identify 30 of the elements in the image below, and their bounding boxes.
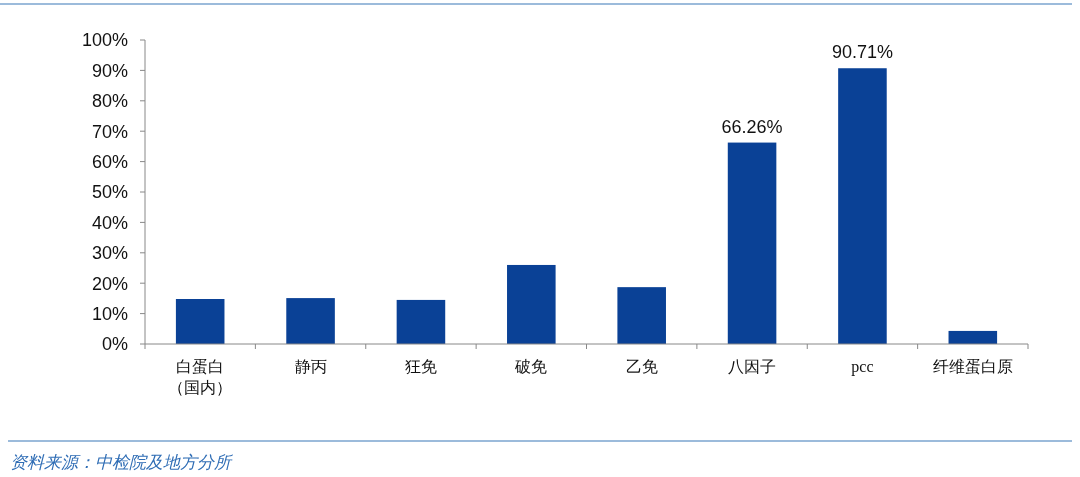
bar [838, 68, 887, 344]
bar [286, 298, 335, 344]
y-tick-label: 20% [91, 273, 128, 294]
x-tick-label: 静丙 [294, 358, 327, 375]
y-tick-label: 30% [91, 243, 128, 264]
y-tick-label: 100% [81, 30, 128, 51]
bar [948, 330, 998, 344]
x-tick-label: 纤维蛋白原 [932, 358, 1013, 375]
y-tick-label: 10% [91, 303, 128, 324]
x-tick-label: 八因子 [728, 358, 777, 375]
y-tick-label: 70% [91, 121, 128, 142]
bar [396, 299, 446, 344]
x-tick-label: 破免 [514, 358, 548, 375]
x-tick-label: 白蛋白（国内） [168, 358, 233, 396]
bar [617, 287, 666, 344]
data-label: 90.71% [831, 42, 893, 63]
y-tick-label: 60% [91, 151, 128, 172]
data-label: 66.26% [721, 116, 783, 137]
x-tick-label: 乙免 [625, 358, 658, 375]
x-tick-label: pcc [851, 358, 874, 376]
bar [727, 142, 777, 344]
bar [175, 299, 225, 344]
y-tick-label: 80% [91, 91, 128, 112]
x-tick-label: 狂免 [404, 358, 437, 375]
text: 资料来源：中检院及地方分所 [10, 453, 234, 472]
bar [507, 264, 556, 344]
y-tick-label: 40% [91, 212, 128, 233]
y-tick-label: 0% [101, 334, 128, 355]
y-tick-label: 90% [91, 60, 128, 81]
y-tick-label: 50% [91, 182, 128, 203]
